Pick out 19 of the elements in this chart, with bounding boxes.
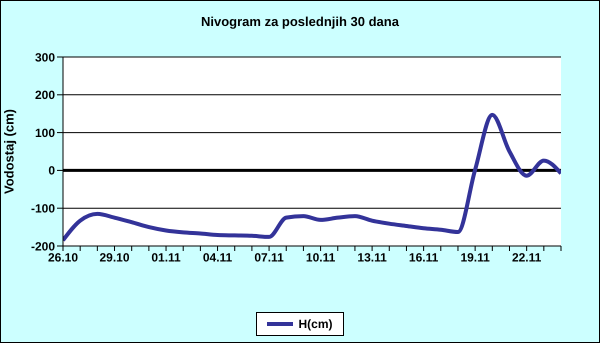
x-tick-label: 29.10: [100, 250, 130, 265]
y-tick-label: 200: [34, 88, 56, 102]
legend-label: H(cm): [298, 317, 332, 331]
y-tick-label: 300: [34, 50, 56, 64]
y-tick-label: -200: [30, 239, 56, 254]
x-tick-label: 10.11: [306, 250, 336, 265]
x-tick-label: 22.11: [512, 250, 542, 265]
y-tick-label: -100: [30, 201, 56, 216]
y-tick-label: 0: [48, 164, 56, 178]
x-tick-label: 07.11: [254, 250, 284, 265]
y-tick-label: 100: [34, 126, 56, 140]
chart-title: Nivogram za poslednjih 30 dana: [200, 14, 400, 29]
x-tick-label: 01.11: [151, 250, 182, 265]
y-axis-title: Vodostaj (cm): [2, 109, 17, 194]
x-tick-label: 04.11: [202, 250, 233, 265]
x-tick-label: 26.10: [48, 250, 78, 265]
x-tick-label: 16.11: [408, 250, 439, 265]
x-tick-label: 19.11: [460, 250, 490, 265]
x-tick-label: 13.11: [357, 250, 388, 265]
